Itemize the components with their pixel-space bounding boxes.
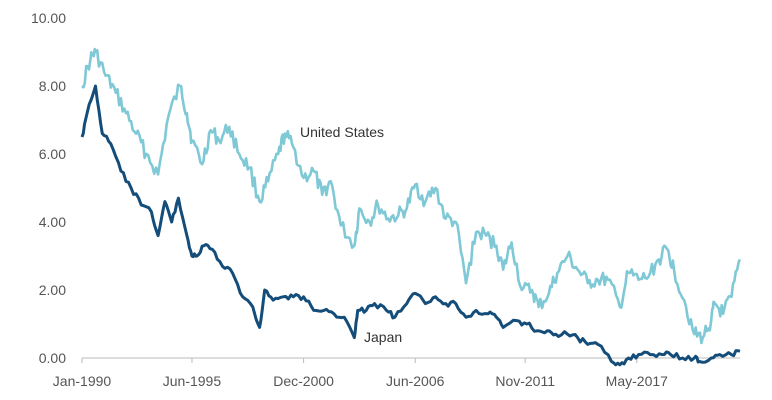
x-tick-label: Jun-2006 (386, 373, 445, 389)
y-axis: 0.00 2.00 4.00 6.00 8.00 10.00 (31, 10, 66, 366)
x-axis: Jan-1990 Jun-1995 Dec-2000 Jun-2006 Nov-2011… (53, 358, 668, 389)
series-line-japan (80, 84, 741, 367)
y-tick-label: 4.00 (39, 214, 66, 230)
y-tick-label: 0.00 (39, 350, 66, 366)
series-label-japan: Japan (364, 329, 402, 345)
y-tick-label: 2.00 (39, 282, 66, 298)
x-tick-label: Nov-2011 (495, 373, 555, 389)
series-label-united-states: United States (300, 124, 384, 140)
y-tick-label: 10.00 (31, 10, 66, 26)
y-tick-label: 6.00 (39, 146, 66, 162)
x-tick-label: Jan-1990 (53, 373, 112, 389)
x-tick-label: Jun-1995 (163, 373, 222, 389)
series-line-united-states (81, 47, 742, 345)
x-tick-label: Dec-2000 (273, 373, 334, 389)
y-tick-label: 8.00 (39, 78, 66, 94)
x-tick-label: May-2017 (606, 373, 668, 389)
series-layer (80, 47, 742, 367)
